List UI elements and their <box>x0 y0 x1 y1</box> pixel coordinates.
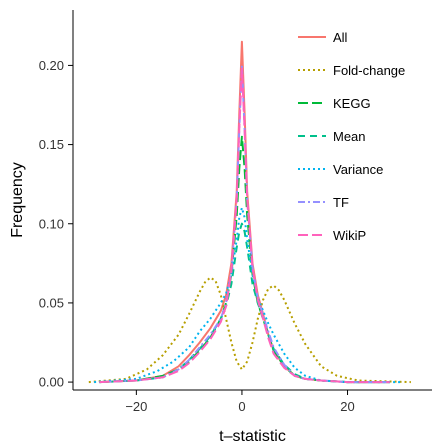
series-line-wikip <box>99 67 390 384</box>
legend-label: Mean <box>333 129 366 144</box>
legend: All Fold-change KEGG Mean Variance TF WikiP <box>298 30 405 243</box>
y-tick-label: 0.15 <box>39 137 64 152</box>
legend-item: KEGG <box>298 96 371 111</box>
x-tick-label: 0 <box>238 399 245 414</box>
series-line-mean <box>99 222 390 384</box>
legend-item: All <box>298 30 348 45</box>
legend-item: Mean <box>298 129 366 144</box>
legend-label: WikiP <box>333 228 366 243</box>
plot-area <box>88 40 411 384</box>
x-tick-label: −20 <box>125 399 147 414</box>
y-axis-title: Frequency <box>9 162 26 238</box>
series-line-all <box>99 40 390 384</box>
legend-item: WikiP <box>298 228 366 243</box>
series-line-variance <box>94 206 401 384</box>
y-axis-ticks: 0.00 0.05 0.10 0.15 0.20 <box>39 58 73 390</box>
y-tick-label: 0.20 <box>39 58 64 73</box>
legend-label: TF <box>333 195 349 210</box>
legend-label: All <box>333 30 348 45</box>
x-axis-title: t–statistic <box>219 428 286 445</box>
series-line-fold-change <box>88 276 411 384</box>
y-tick-label: 0.00 <box>39 375 64 390</box>
legend-label: KEGG <box>333 96 371 111</box>
y-tick-label: 0.10 <box>39 216 64 231</box>
legend-label: Variance <box>333 162 383 177</box>
x-tick-label: 20 <box>340 399 354 414</box>
y-tick-label: 0.05 <box>39 295 64 310</box>
legend-label: Fold-change <box>333 63 405 78</box>
axes: −20 0 20 0.00 0.05 0.10 0.15 0.20 <box>39 10 432 414</box>
legend-item: TF <box>298 195 349 210</box>
series-line-tf <box>99 64 390 384</box>
legend-item: Fold-change <box>298 63 405 78</box>
x-axis-ticks: −20 0 20 <box>125 390 355 414</box>
legend-item: Variance <box>298 162 383 177</box>
